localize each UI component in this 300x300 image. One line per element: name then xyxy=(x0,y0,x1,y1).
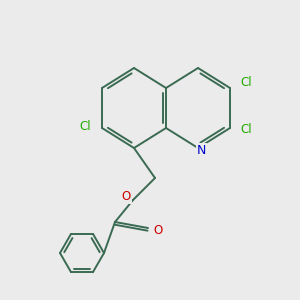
Text: Cl: Cl xyxy=(241,123,252,136)
Text: Cl: Cl xyxy=(80,120,92,133)
Text: Cl: Cl xyxy=(241,76,252,89)
Text: O: O xyxy=(122,190,131,203)
Text: N: N xyxy=(197,144,206,157)
Text: O: O xyxy=(153,224,162,237)
